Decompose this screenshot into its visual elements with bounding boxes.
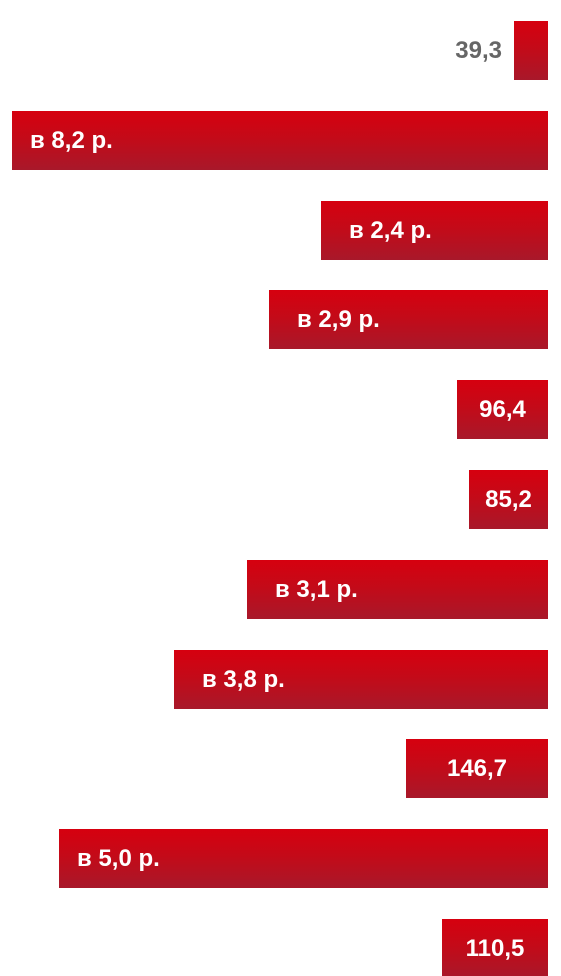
bar	[59, 829, 548, 888]
bar	[12, 111, 548, 170]
bar-data-label: в 3,1 р.	[275, 576, 358, 603]
bar-data-label: в 5,0 р.	[77, 845, 160, 872]
bar	[247, 560, 548, 619]
bar	[514, 21, 548, 80]
bar	[442, 919, 548, 976]
bar-data-label: в 2,4 р.	[349, 217, 432, 244]
bar-data-label: 146,7	[446, 755, 508, 782]
bar	[269, 290, 548, 349]
bar	[174, 650, 548, 709]
bar	[406, 739, 548, 798]
bar-data-label: 85,2	[485, 486, 532, 513]
bar-data-label: 39,3	[455, 37, 502, 64]
bar	[469, 470, 548, 529]
bar-data-label: в 8,2 р.	[30, 127, 113, 154]
bar	[457, 380, 548, 439]
bar-data-label: в 3,8 р.	[202, 666, 285, 693]
bar-data-label: 96,4	[479, 396, 526, 423]
bar-data-label: 110,5	[465, 935, 525, 962]
bar	[321, 201, 548, 260]
bar-data-label: в 2,9 р.	[297, 306, 380, 333]
